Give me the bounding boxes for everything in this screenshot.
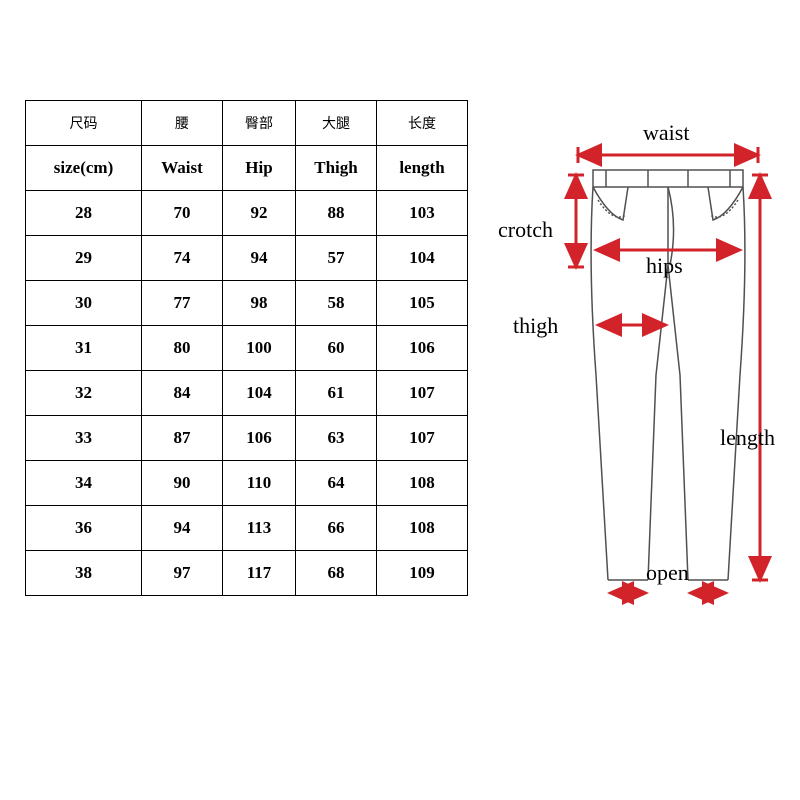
table-row: 29749457104 bbox=[26, 236, 468, 281]
label-thigh: thigh bbox=[513, 313, 558, 338]
en-header-size: size(cm) bbox=[26, 146, 142, 191]
table-cell: 104 bbox=[223, 371, 296, 416]
table-row: 389711768109 bbox=[26, 551, 468, 596]
table-cell: 94 bbox=[223, 236, 296, 281]
table-cell: 32 bbox=[26, 371, 142, 416]
table-cell: 28 bbox=[26, 191, 142, 236]
table-cell: 29 bbox=[26, 236, 142, 281]
table-cell: 109 bbox=[377, 551, 468, 596]
table-cell: 60 bbox=[296, 326, 377, 371]
en-header-thigh: Thigh bbox=[296, 146, 377, 191]
table-row: 30779858105 bbox=[26, 281, 468, 326]
cn-header-hip: 臀部 bbox=[223, 101, 296, 146]
table-cell: 90 bbox=[142, 461, 223, 506]
table-cell: 63 bbox=[296, 416, 377, 461]
table-cell: 36 bbox=[26, 506, 142, 551]
table-row: 338710663107 bbox=[26, 416, 468, 461]
table-cell: 84 bbox=[142, 371, 223, 416]
table-cell: 117 bbox=[223, 551, 296, 596]
table-cell: 87 bbox=[142, 416, 223, 461]
pants-diagram: waist crotch hips thigh length open bbox=[498, 115, 798, 625]
table-row: 28709288103 bbox=[26, 191, 468, 236]
cn-header-size: 尺码 bbox=[26, 101, 142, 146]
table-cell: 58 bbox=[296, 281, 377, 326]
table-cell: 94 bbox=[142, 506, 223, 551]
table-cell: 64 bbox=[296, 461, 377, 506]
table-cell: 77 bbox=[142, 281, 223, 326]
table-row: 328410461107 bbox=[26, 371, 468, 416]
table-cell: 92 bbox=[223, 191, 296, 236]
table-cell: 31 bbox=[26, 326, 142, 371]
table-cell: 80 bbox=[142, 326, 223, 371]
table-cell: 103 bbox=[377, 191, 468, 236]
table-cell: 97 bbox=[142, 551, 223, 596]
table-cell: 106 bbox=[223, 416, 296, 461]
table-cell: 106 bbox=[377, 326, 468, 371]
table-cell: 66 bbox=[296, 506, 377, 551]
table-cell: 30 bbox=[26, 281, 142, 326]
table-cell: 68 bbox=[296, 551, 377, 596]
table-cell: 107 bbox=[377, 416, 468, 461]
table-cell: 61 bbox=[296, 371, 377, 416]
table-cell: 38 bbox=[26, 551, 142, 596]
table-cell: 33 bbox=[26, 416, 142, 461]
table-cell: 100 bbox=[223, 326, 296, 371]
table-row: 318010060106 bbox=[26, 326, 468, 371]
table-row: 349011064108 bbox=[26, 461, 468, 506]
cn-header-waist: 腰 bbox=[142, 101, 223, 146]
en-header-row: size(cm) Waist Hip Thigh length bbox=[26, 146, 468, 191]
cn-header-row: 尺码 腰 臀部 大腿 长度 bbox=[26, 101, 468, 146]
table-cell: 57 bbox=[296, 236, 377, 281]
table-cell: 105 bbox=[377, 281, 468, 326]
table-cell: 110 bbox=[223, 461, 296, 506]
size-table: 尺码 腰 臀部 大腿 长度 size(cm) Waist Hip Thigh l… bbox=[25, 100, 468, 596]
en-header-waist: Waist bbox=[142, 146, 223, 191]
label-crotch: crotch bbox=[498, 217, 553, 242]
table-cell: 107 bbox=[377, 371, 468, 416]
table-row: 369411366108 bbox=[26, 506, 468, 551]
table-cell: 34 bbox=[26, 461, 142, 506]
label-waist: waist bbox=[643, 120, 689, 145]
label-hips: hips bbox=[646, 253, 683, 278]
table-cell: 88 bbox=[296, 191, 377, 236]
cn-header-length: 长度 bbox=[377, 101, 468, 146]
table-cell: 113 bbox=[223, 506, 296, 551]
table-cell: 108 bbox=[377, 461, 468, 506]
en-header-hip: Hip bbox=[223, 146, 296, 191]
table-cell: 108 bbox=[377, 506, 468, 551]
table-cell: 98 bbox=[223, 281, 296, 326]
table-cell: 104 bbox=[377, 236, 468, 281]
table-cell: 74 bbox=[142, 236, 223, 281]
cn-header-thigh: 大腿 bbox=[296, 101, 377, 146]
table-cell: 70 bbox=[142, 191, 223, 236]
en-header-length: length bbox=[377, 146, 468, 191]
label-open: open bbox=[646, 560, 689, 585]
label-length: length bbox=[720, 425, 775, 450]
